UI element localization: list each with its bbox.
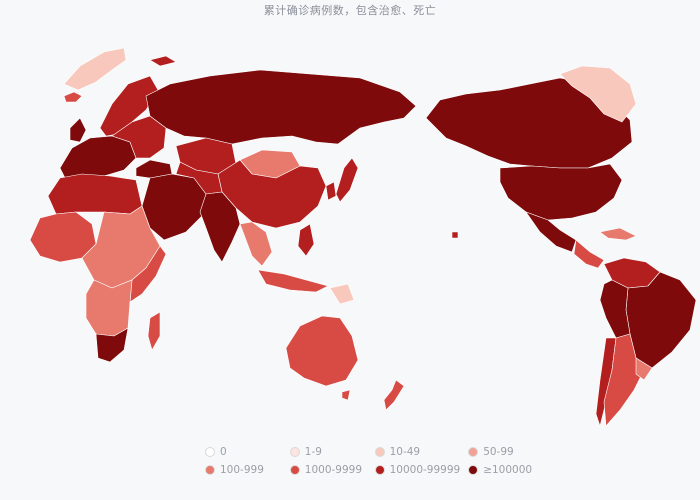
region-eastern-europe[interactable] bbox=[111, 115, 167, 159]
legend-item[interactable]: 1-9 bbox=[289, 446, 367, 458]
region-caribbean[interactable] bbox=[599, 227, 637, 241]
world-choropleth-map[interactable] bbox=[0, 18, 700, 428]
legend-item[interactable]: ≥100000 bbox=[468, 464, 545, 476]
legend-swatch bbox=[205, 447, 215, 457]
region-greenland-east[interactable] bbox=[559, 65, 637, 123]
legend-item[interactable]: 10-49 bbox=[374, 446, 461, 458]
region-greenland-west[interactable] bbox=[63, 47, 127, 91]
legend-label: 50-99 bbox=[483, 446, 514, 458]
legend-label: 10000-99999 bbox=[389, 464, 461, 476]
legend-swatch bbox=[289, 447, 300, 457]
region-uruguay-paraguay[interactable] bbox=[635, 357, 653, 381]
region-mexico[interactable] bbox=[525, 211, 577, 253]
legend-swatch bbox=[468, 465, 479, 475]
legend-swatch bbox=[289, 465, 300, 475]
map-title: 累计确诊病例数，包含治愈、死亡 bbox=[263, 4, 437, 17]
legend-label: 0 bbox=[220, 446, 227, 458]
legend: 0 1-9 10-49 50-99 100-999 1000-9999 1000… bbox=[205, 446, 545, 476]
region-madagascar[interactable] bbox=[147, 311, 161, 351]
legend-item[interactable]: 10000-99999 bbox=[374, 464, 461, 476]
region-japan[interactable] bbox=[335, 157, 359, 203]
region-australia[interactable] bbox=[285, 315, 359, 387]
region-png[interactable] bbox=[329, 283, 355, 305]
region-north-africa[interactable] bbox=[47, 173, 143, 215]
region-iceland[interactable] bbox=[63, 91, 83, 103]
legend-label: 1-9 bbox=[304, 446, 322, 458]
region-west-africa[interactable] bbox=[29, 211, 97, 263]
legend-item[interactable]: 1000-9999 bbox=[289, 464, 367, 476]
region-philippines[interactable] bbox=[297, 223, 315, 257]
legend-swatch bbox=[468, 447, 479, 457]
region-southeast-asia[interactable] bbox=[239, 221, 273, 267]
region-middle-east[interactable] bbox=[141, 173, 207, 241]
region-usa[interactable] bbox=[499, 163, 623, 221]
region-new-zealand[interactable] bbox=[383, 379, 405, 411]
region-malaysia-indonesia[interactable] bbox=[257, 269, 329, 293]
region-southern-africa[interactable] bbox=[85, 279, 133, 337]
region-pacific-islands[interactable] bbox=[451, 231, 459, 239]
legend-item[interactable]: 50-99 bbox=[468, 446, 545, 458]
legend-label: 100-999 bbox=[220, 464, 264, 476]
legend-label: 1000-9999 bbox=[304, 464, 363, 476]
legend-swatch bbox=[374, 447, 385, 457]
legend-label: 10-49 bbox=[389, 446, 421, 458]
legend-item[interactable]: 100-999 bbox=[205, 464, 282, 476]
region-tasmania[interactable] bbox=[341, 389, 351, 401]
legend-swatch bbox=[374, 465, 385, 475]
legend-swatch bbox=[205, 465, 215, 475]
region-east-africa[interactable] bbox=[129, 245, 167, 303]
region-arctic-islands[interactable] bbox=[149, 55, 177, 67]
region-india[interactable] bbox=[199, 191, 241, 263]
region-argentina[interactable] bbox=[603, 333, 645, 427]
region-canada[interactable] bbox=[425, 77, 633, 169]
region-china[interactable] bbox=[217, 159, 327, 229]
region-korea[interactable] bbox=[325, 181, 337, 201]
region-central-america[interactable] bbox=[573, 239, 605, 269]
region-uk[interactable] bbox=[69, 117, 87, 143]
region-peru-bolivia[interactable] bbox=[599, 279, 631, 339]
region-russia[interactable] bbox=[145, 69, 417, 145]
legend-label: ≥100000 bbox=[483, 464, 533, 476]
legend-item[interactable]: 0 bbox=[205, 446, 282, 458]
region-south-africa[interactable] bbox=[95, 327, 129, 363]
